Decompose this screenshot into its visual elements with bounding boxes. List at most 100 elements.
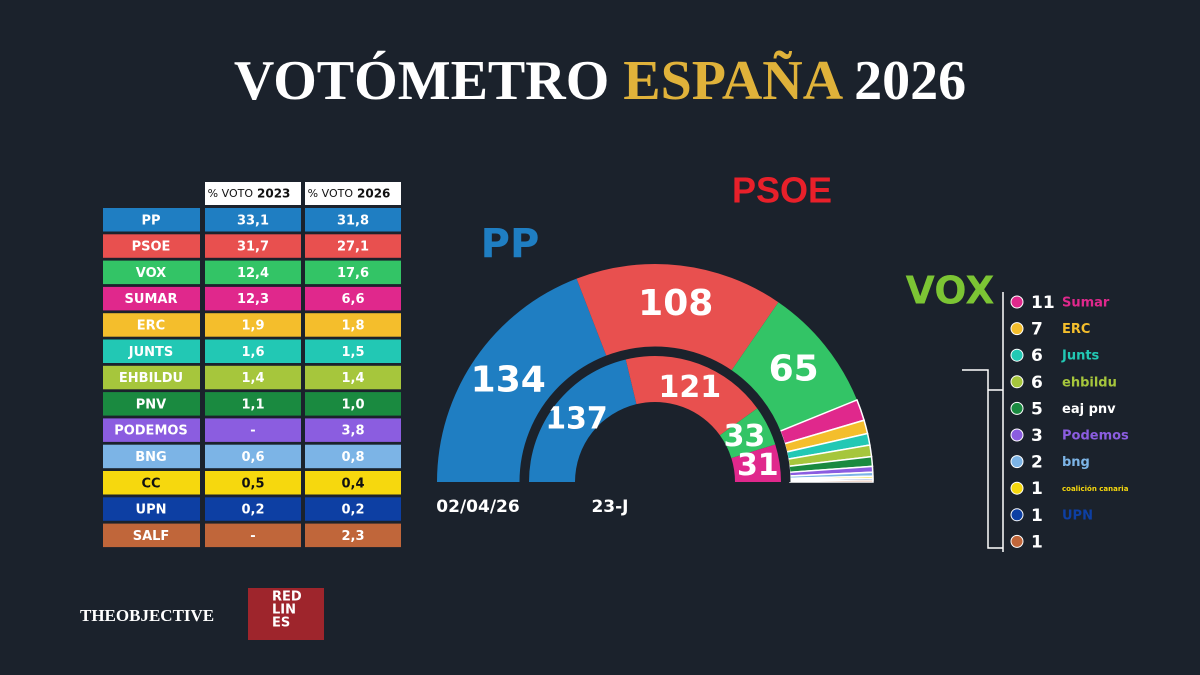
- vote-2026: 27,1: [337, 240, 369, 255]
- value-cell: [205, 392, 301, 416]
- party-name: PODEMOS: [114, 424, 188, 439]
- title: VOTÓMETRO ESPAÑA 2026: [234, 50, 966, 112]
- legend-party: Podemos: [1062, 429, 1129, 444]
- value-cell: [205, 339, 301, 363]
- vote-2026: 0,8: [341, 450, 364, 465]
- legend-seats: 3: [1031, 426, 1043, 446]
- seat-count: 134: [471, 359, 546, 400]
- party-cell: [103, 365, 200, 390]
- value-cell: [205, 313, 301, 337]
- legend-seats: 1: [1031, 479, 1043, 499]
- legend-party: Sumar: [1062, 296, 1110, 311]
- vote-2026: 2,3: [341, 529, 364, 544]
- seat-segment: [731, 302, 857, 432]
- legend-party: ERC: [1062, 322, 1090, 337]
- header-year: 2023: [257, 187, 290, 201]
- legend-seats: 6: [1031, 346, 1043, 366]
- seat-count: 31: [737, 448, 779, 483]
- header-prefix: % VOTO: [308, 187, 354, 200]
- value-cell: [305, 313, 401, 337]
- party-cell: [103, 234, 200, 258]
- legend-dot: [1010, 348, 1024, 362]
- party-cell: [103, 286, 200, 311]
- value-cell: [205, 418, 301, 442]
- legend-seats: 6: [1031, 373, 1043, 393]
- vote-2026: 1,8: [341, 318, 364, 333]
- inner-ring-label: 23-J: [591, 497, 628, 517]
- brand-logo-text: RED: [272, 590, 302, 605]
- party-logo: PP: [481, 221, 540, 267]
- legend-seats: 11: [1031, 293, 1055, 313]
- seat-count: 108: [638, 283, 713, 324]
- legend-party: bng: [1062, 455, 1090, 470]
- party-name: SALF: [133, 529, 170, 544]
- title-part: 2026: [854, 50, 966, 112]
- value-cell: [205, 444, 301, 469]
- party-cell: [103, 523, 200, 548]
- vote-2023: 0,5: [241, 476, 264, 491]
- seat-count: 121: [659, 370, 722, 405]
- party-name: PSOE: [132, 240, 171, 255]
- header-cell: [305, 182, 401, 205]
- party-logo: VOX: [906, 269, 995, 313]
- party-cell: [103, 339, 200, 363]
- vote-2023: -: [250, 424, 255, 439]
- seat-segment: [576, 263, 779, 371]
- outer-ring-label: 02/04/26: [436, 497, 519, 517]
- seat-count: 137: [545, 402, 608, 437]
- party-name: BNG: [135, 450, 166, 465]
- legend-seats: 7: [1031, 320, 1043, 340]
- value-cell: [205, 523, 301, 548]
- vote-2023: -: [250, 529, 255, 544]
- vote-2023: 0,2: [241, 503, 264, 518]
- value-cell: [205, 286, 301, 311]
- value-cell: [205, 260, 301, 285]
- seat-segment: [789, 479, 874, 483]
- legend-dot: [1010, 455, 1024, 469]
- brand-logo-2: [248, 588, 324, 640]
- ring-gap: [519, 346, 791, 483]
- value-cell: [305, 471, 401, 495]
- value-cell: [305, 339, 401, 363]
- title-part: VOTÓMETRO: [234, 50, 609, 112]
- value-cell: [205, 208, 301, 232]
- vote-2026: 0,4: [341, 476, 364, 491]
- vote-2023: 33,1: [237, 213, 269, 228]
- value-cell: [305, 365, 401, 390]
- legend-seats: 2: [1031, 453, 1043, 473]
- header-year: 2026: [357, 187, 390, 201]
- header-cell: [205, 182, 301, 205]
- brand-logo: THEOBJECTIVE: [80, 606, 214, 625]
- vote-2026: 1,4: [341, 371, 364, 386]
- value-cell: [205, 234, 301, 258]
- vote-2026: 3,8: [341, 424, 364, 439]
- value-cell: [305, 208, 401, 232]
- vote-2023: 1,9: [241, 318, 264, 333]
- vote-2023: 0,6: [241, 450, 264, 465]
- vote-2023: 1,4: [241, 371, 264, 386]
- bracket: [962, 369, 1003, 549]
- party-name: UPN: [136, 503, 167, 518]
- value-cell: [305, 523, 401, 548]
- seat-segment: [731, 444, 781, 482]
- seat-count: 33: [724, 419, 766, 454]
- seat-segment: [625, 356, 758, 436]
- party-name: CC: [141, 476, 160, 491]
- legend-party: ehbildu: [1062, 375, 1117, 390]
- party-name: VOX: [136, 266, 166, 281]
- value-cell: [305, 286, 401, 311]
- value-cell: [205, 365, 301, 390]
- value-cell: [305, 260, 401, 285]
- legend-party: eaj pnv: [1062, 402, 1116, 417]
- party-cell: [103, 497, 200, 521]
- header-prefix: % VOTO: [208, 187, 254, 200]
- party-name: SUMAR: [125, 292, 178, 307]
- party-cell: [103, 471, 200, 495]
- legend-party: coalición canaria: [1062, 485, 1129, 493]
- vote-2023: 12,3: [237, 292, 269, 307]
- party-name: PP: [141, 213, 160, 228]
- legend-party: UPN: [1062, 508, 1093, 523]
- seat-segment: [719, 408, 776, 459]
- party-cell: [103, 260, 200, 285]
- value-cell: [305, 234, 401, 258]
